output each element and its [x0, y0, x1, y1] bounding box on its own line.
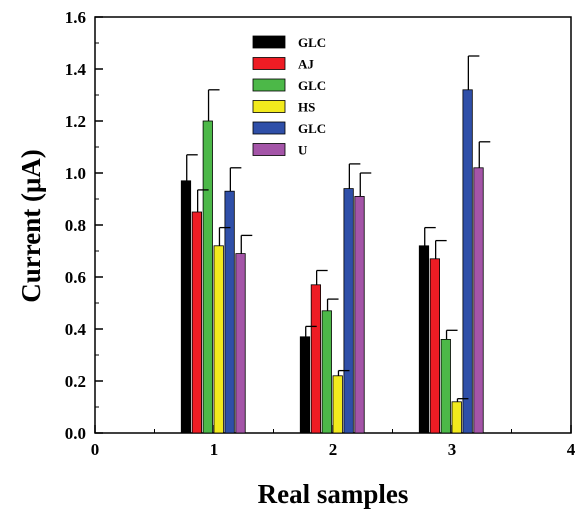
- y-tick-label: 0.8: [65, 216, 86, 235]
- bar: [354, 195, 365, 434]
- bar: [213, 245, 224, 434]
- bar: [462, 89, 473, 434]
- x-tick-label: 3: [448, 440, 457, 459]
- y-tick-label: 0.2: [65, 372, 86, 391]
- legend-label: GLC: [298, 35, 326, 50]
- bar: [473, 167, 484, 434]
- bar: [235, 253, 246, 434]
- bars: [180, 89, 484, 434]
- y-tick-label: 0.4: [65, 320, 87, 339]
- bar: [332, 375, 343, 434]
- x-tick-label: 0: [91, 440, 100, 459]
- bar: [180, 180, 192, 434]
- y-tick-label: 1.0: [65, 164, 86, 183]
- y-tick-label: 1.4: [65, 60, 87, 79]
- legend-swatch: [252, 57, 286, 70]
- x-tick-label: 4: [567, 440, 576, 459]
- legend-swatch: [252, 100, 286, 113]
- y-tick-label: 0.6: [65, 268, 86, 287]
- plot-border: [94, 16, 572, 434]
- bar: [343, 188, 354, 434]
- bar: [191, 211, 202, 434]
- legend: GLC AJ GLC HS GLC U: [252, 35, 326, 158]
- legend-swatch: [252, 143, 286, 156]
- x-tick-label: 1: [210, 440, 219, 459]
- legend-label: HS: [298, 100, 315, 115]
- bar: [451, 401, 462, 434]
- bar: [429, 258, 440, 434]
- bar: [224, 190, 235, 434]
- error-bars: [186, 55, 491, 402]
- bar: [299, 336, 311, 434]
- bar: [418, 245, 430, 434]
- y-tick-label: 0.0: [65, 424, 86, 443]
- x-tick-label: 2: [329, 440, 338, 459]
- bar: [321, 310, 332, 434]
- plot-frame: [94, 16, 572, 434]
- bar: [202, 120, 213, 434]
- y-axis-ticks: 0.0 0.2 0.4 0.6 0.8 1.0 1.2 1.4 1.6: [65, 8, 103, 443]
- bar: [440, 338, 451, 434]
- legend-swatch: [252, 35, 286, 49]
- legend-label: GLC: [298, 78, 326, 93]
- bar: [310, 284, 321, 434]
- legend-label: GLC: [298, 121, 326, 136]
- y-axis-title: Current (μA): [16, 149, 46, 303]
- legend-swatch: [252, 78, 286, 92]
- y-tick-label: 1.6: [65, 8, 86, 27]
- legend-label: AJ: [298, 57, 314, 72]
- legend-label: U: [298, 143, 308, 158]
- legend-swatch: [252, 121, 286, 135]
- y-tick-label: 1.2: [65, 112, 86, 131]
- x-axis-title: Real samples: [258, 479, 409, 509]
